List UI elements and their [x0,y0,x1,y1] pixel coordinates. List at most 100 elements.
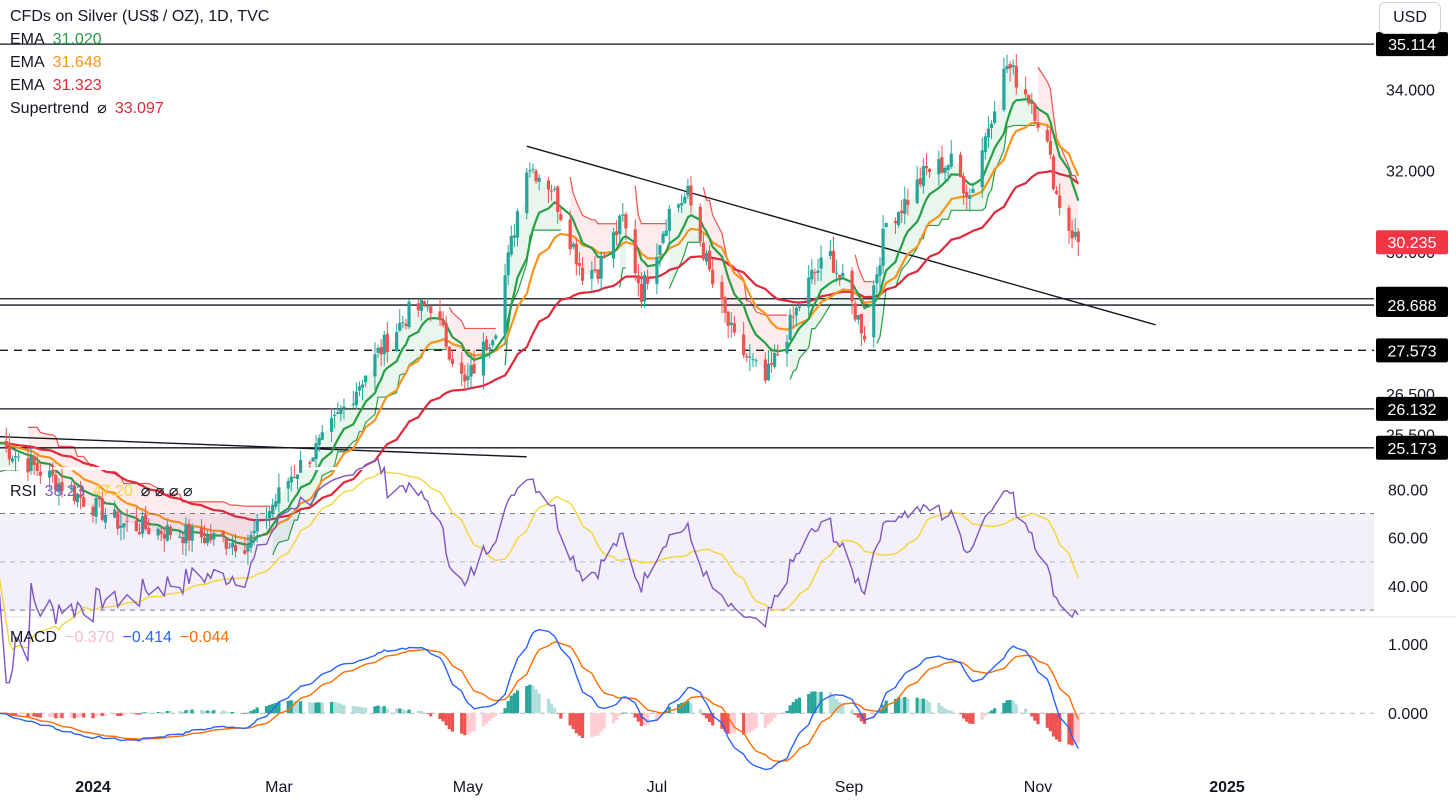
candle [441,311,445,328]
level-price-label: 28.688 [1388,298,1437,315]
macd-histogram-bar [856,713,860,718]
candle [178,531,182,539]
candle [807,265,811,316]
supertrend-fill [1028,98,1032,126]
candle [206,529,210,547]
candle [621,203,625,222]
macd-histogram-bar [658,713,662,718]
macd-histogram-bar [168,711,173,714]
candle [7,433,11,466]
candle [968,188,972,212]
level-price-label: 25.173 [1388,441,1437,458]
macd-histogram-bar [360,707,365,714]
macd-histogram-bar [373,706,377,714]
candle [503,263,507,346]
macd-histogram-bar [274,703,278,714]
rsi-label: RSI [10,483,37,500]
candle [553,185,557,192]
candle [745,353,749,363]
macd-histogram-bar [546,698,551,714]
macd-histogram-bar [463,713,467,736]
macd-histogram-bar [404,710,408,714]
time-axis-label: Mar [265,779,293,796]
supertrend-fill [0,443,7,472]
macd-histogram-bar [202,710,207,714]
macd-histogram-bar [633,713,637,718]
rsi-legend: RSI 38.23 47.20 ⌀ ⌀ ⌀ ⌀ [10,481,201,501]
macd-histogram-bar [503,708,507,714]
supertrend-fill [424,303,428,351]
macd-histogram-bar [602,713,606,729]
macd-histogram-bar [742,713,746,735]
candle [636,264,640,297]
macd-histogram-bar [859,713,863,722]
ema-legend-2: EMA 31.648 [10,51,269,74]
candle [958,151,963,178]
supertrend-line [569,176,617,225]
macd-signal-line [0,641,1079,762]
macd-histogram-bar [571,713,575,730]
supertrend-legend: Supertrend ⌀ 33.097 [10,97,269,120]
supertrend-fill [421,303,425,358]
macd-histogram-bar [723,713,727,732]
supertrend-fill [334,413,338,465]
supertrend-fill [876,270,880,344]
macd-histogram-bar [763,713,767,728]
candle [989,120,994,140]
candle [593,256,597,274]
candle [618,213,622,247]
macd-histogram-bar [264,706,269,714]
candle [763,352,767,384]
candle [1073,218,1077,241]
macd-histogram-bar [1030,713,1034,717]
candle [184,517,188,556]
candle [336,402,340,415]
candle [878,256,882,290]
macd-histogram-bar [720,713,724,729]
candle [51,462,55,484]
candle [460,352,464,387]
candle [48,465,52,490]
rsi-settings-icon[interactable]: ⌀ ⌀ ⌀ ⌀ [140,483,193,500]
ema-2-value: 31.648 [52,54,102,71]
supertrend-fill [381,344,385,398]
supertrend-fill [734,267,744,345]
supertrend-fill [365,365,375,423]
candle [181,532,185,555]
candle [769,351,774,374]
macd-histogram-bar [277,701,281,714]
candle [351,390,355,408]
macd-histogram-bar [958,713,963,715]
candle [168,524,173,540]
macd-histogram-bar [1073,713,1077,744]
currency-button[interactable]: USD [1379,2,1441,34]
candle [379,339,383,367]
macd-histogram-bar [419,710,424,714]
macd-histogram-bar [429,713,433,717]
candle [850,267,854,315]
macd-histogram-bar [395,708,399,714]
macd-histogram-bar [416,710,420,714]
macd-histogram-bar [980,713,984,720]
time-axis-label: 2024 [75,779,111,796]
macd-histogram-bar [311,702,315,714]
candle [422,300,427,308]
candle [17,451,21,462]
supertrend-fill [938,164,942,226]
macd-histogram-bar [528,684,532,714]
candle [125,508,129,532]
macd-histogram-bar [206,710,210,714]
candle [655,243,659,295]
macd-histogram-bar [862,713,867,724]
supertrend-line [854,254,874,283]
candle [785,334,789,368]
macd-histogram-bar [745,713,749,735]
candle [611,228,616,268]
macd-histogram-bar [156,712,160,714]
macd-histogram-bar [531,685,535,714]
supertrend-settings-icon[interactable]: ⌀ [97,100,107,117]
macd-histogram-bar [268,704,272,714]
macd-histogram-bar [986,712,991,714]
macd-histogram-bar [896,697,901,714]
